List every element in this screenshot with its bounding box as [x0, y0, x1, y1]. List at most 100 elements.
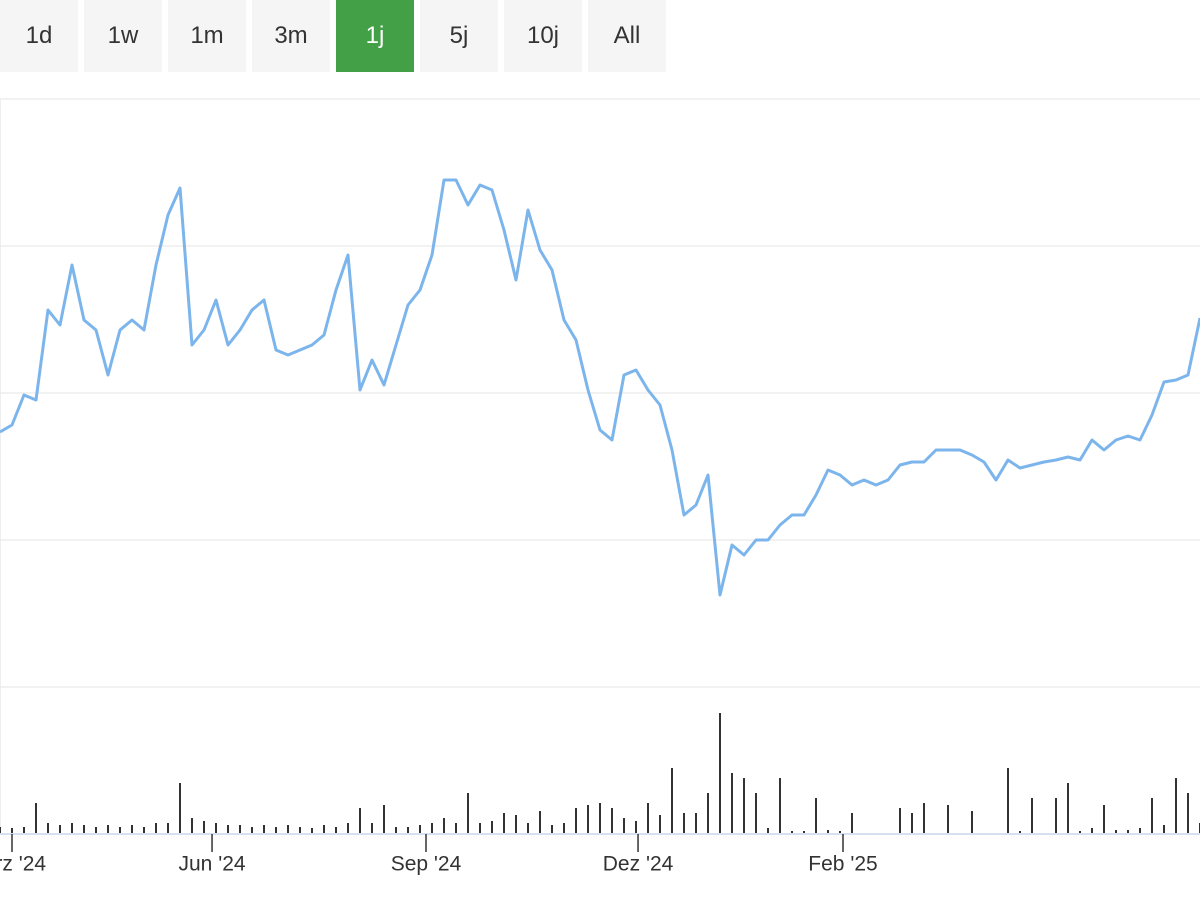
volume-bar	[275, 827, 277, 833]
volume-bar	[695, 813, 697, 833]
volume-bar	[47, 823, 49, 833]
volume-bar	[647, 803, 649, 833]
volume-bar	[359, 808, 361, 833]
volume-bar	[815, 798, 817, 833]
volume-bar	[287, 825, 289, 833]
volume-bar	[551, 825, 553, 833]
range-button[interactable]: 3m	[252, 0, 330, 72]
volume-bar	[1031, 798, 1033, 833]
volume-bar	[59, 825, 61, 833]
volume-bar	[587, 805, 589, 833]
volume-bar	[35, 803, 37, 833]
volume-bar	[0, 827, 1, 833]
volume-bar	[1055, 798, 1057, 833]
volume-bar	[107, 825, 109, 833]
volume-bar	[1067, 783, 1069, 833]
volume-bar	[923, 803, 925, 833]
volume-bar	[383, 805, 385, 833]
volume-bar	[779, 778, 781, 833]
x-tick-label: Dez '24	[603, 853, 674, 876]
volume-bar	[611, 808, 613, 833]
volume-bar	[335, 827, 337, 833]
range-button[interactable]: 5j	[420, 0, 498, 72]
volume-bar	[11, 828, 13, 833]
volume-bar	[155, 823, 157, 833]
x-tick-label: Jun '24	[179, 853, 246, 876]
volume-bar	[371, 823, 373, 833]
volume-bar	[503, 813, 505, 833]
range-button[interactable]: 1j	[336, 0, 414, 72]
volume-bar	[1007, 768, 1009, 833]
volume-bar	[971, 811, 973, 833]
volume-bar	[731, 773, 733, 833]
volume-bar	[203, 821, 205, 833]
volume-bar	[407, 827, 409, 833]
volume-bar	[1127, 830, 1129, 833]
volume-bar	[179, 783, 181, 833]
volume-bar	[119, 827, 121, 833]
volume-bar	[707, 793, 709, 833]
volume-bar	[227, 825, 229, 833]
volume-bar	[83, 825, 85, 833]
volume-bar	[1187, 793, 1189, 833]
volume-bar	[323, 825, 325, 833]
x-tick-label: Sep '24	[391, 853, 462, 876]
volume-bar	[143, 827, 145, 833]
volume-bar	[767, 828, 769, 833]
range-button[interactable]: 1d	[0, 0, 78, 72]
volume-bar	[791, 831, 793, 833]
volume-bar	[911, 813, 913, 833]
volume-bar	[251, 827, 253, 833]
range-button[interactable]: 1w	[84, 0, 162, 72]
volume-bar	[839, 831, 841, 833]
volume-bar	[1175, 778, 1177, 833]
volume-bar	[1079, 831, 1081, 833]
volume-bar	[743, 778, 745, 833]
volume-bar	[467, 793, 469, 833]
volume-bar	[719, 713, 721, 833]
volume-bar	[635, 821, 637, 833]
volume-bar	[191, 818, 193, 833]
volume-bar	[1103, 805, 1105, 833]
volume-bar	[683, 813, 685, 833]
volume-bar	[311, 828, 313, 833]
volume-bar	[947, 805, 949, 833]
volume-bar	[167, 823, 169, 833]
volume-bar	[575, 808, 577, 833]
volume-bar	[1139, 828, 1141, 833]
volume-bar	[1019, 831, 1021, 833]
x-tick-label: Feb '25	[808, 853, 877, 876]
volume-bar	[395, 827, 397, 833]
x-tick-label: Mrz '24	[0, 853, 46, 876]
volume-bar	[131, 825, 133, 833]
volume-bar	[419, 825, 421, 833]
price-line	[0, 178, 1200, 597]
volume-bar	[671, 768, 673, 833]
volume-bar	[803, 831, 805, 833]
volume-bar	[299, 827, 301, 833]
volume-bar	[347, 823, 349, 833]
volume-bar	[215, 823, 217, 833]
volume-bar	[515, 815, 517, 833]
volume-bar	[455, 823, 457, 833]
volume-bar	[431, 823, 433, 833]
volume-bar	[443, 818, 445, 833]
volume-bar	[1151, 798, 1153, 833]
range-button[interactable]: 1m	[168, 0, 246, 72]
volume-bar	[263, 825, 265, 833]
volume-bar	[527, 823, 529, 833]
volume-bar	[623, 818, 625, 833]
volume-bar	[95, 827, 97, 833]
volume-bar	[659, 815, 661, 833]
volume-bar	[755, 793, 757, 833]
volume-bar	[239, 825, 241, 833]
volume-bar	[563, 823, 565, 833]
range-button[interactable]: All	[588, 0, 666, 72]
volume-bar	[851, 813, 853, 833]
volume-bar	[23, 827, 25, 833]
volume-bar	[539, 811, 541, 833]
volume-bar	[1115, 830, 1117, 833]
range-button[interactable]: 10j	[504, 0, 582, 72]
volume-bar	[491, 821, 493, 833]
